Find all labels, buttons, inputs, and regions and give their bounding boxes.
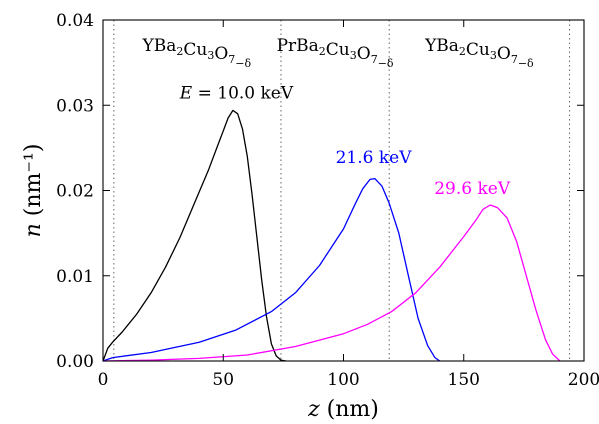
annotation-21-6-kev: 21.6 keV [336,148,413,168]
x-axis-label: z (nm) [307,397,379,422]
series-line-e-10-0-kev [102,109,286,362]
y-axis-label: n (nm⁻¹) [21,144,46,238]
annotation-29-6-kev: 29.6 keV [434,179,511,199]
y-tick-label: 0.03 [56,96,94,116]
axis-ticks [102,19,585,362]
series-line-29-6-kev [102,204,561,362]
y-tick-label: 0.02 [56,182,94,202]
x-tick-label: 100 [327,370,359,390]
series-annotations: E = 10.0 keV 21.6 keV 29.6 keV [179,83,511,198]
x-tick-label: 150 [448,370,480,390]
plot-frame [102,19,585,362]
y-tick-label: 0.04 [56,11,94,31]
series-line-21-6-kev [102,177,441,362]
layer-labels: YBa2Cu3O7−δ PrBa2Cu3O7−δ YBa2Cu3O7−δ [141,36,534,70]
layer-label: YBa2Cu3O7−δ [424,36,534,70]
x-tick-label: 200 [568,370,599,390]
tick-labels: 0 50 100 150 200 0.00 0.01 0.02 0.03 0.04 [56,11,599,390]
annotation-e-10-0-kev: E = 10.0 keV [179,83,294,103]
y-tick-label: 0.01 [56,267,94,287]
y-tick-label: 0.00 [56,352,94,372]
x-tick-label: 50 [212,370,234,390]
layer-label: YBa2Cu3O7−δ [141,36,251,70]
x-tick-label: 0 [98,370,109,390]
series-group [102,109,561,362]
layer-label: PrBa2Cu3O7−δ [277,36,394,70]
